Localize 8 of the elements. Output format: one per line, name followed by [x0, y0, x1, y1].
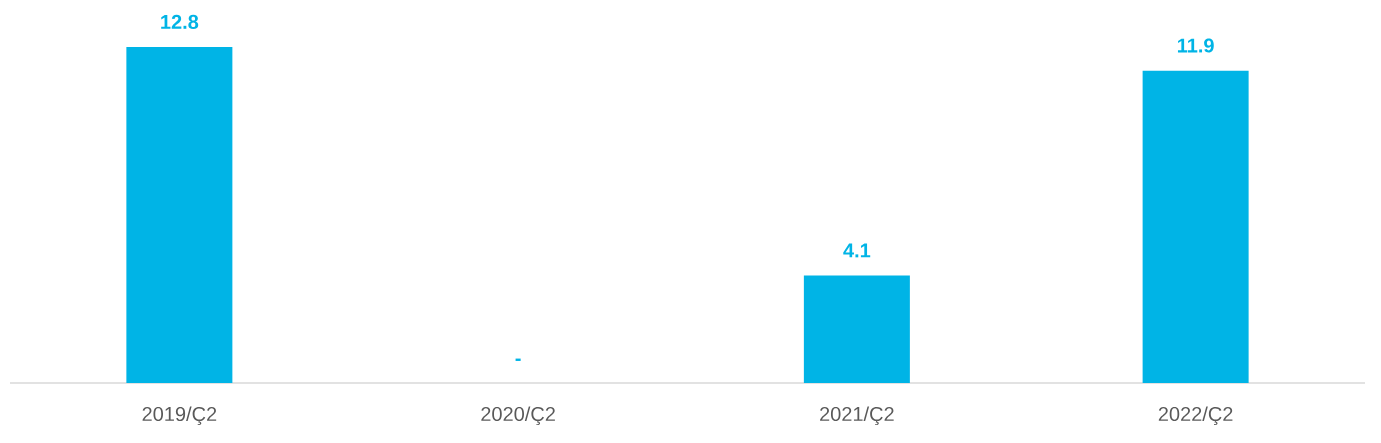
data-label: 11.9 [1177, 38, 1214, 53]
x-tick-label: 2020/Ç2 [481, 406, 555, 426]
data-label: - [515, 358, 521, 361]
data-label: 12.8 [161, 14, 199, 29]
data-label: 4.1 [843, 243, 871, 258]
x-tick-label: 2021/Ç2 [820, 406, 894, 426]
x-tick-label: 2022/Ç2 [1158, 406, 1233, 426]
x-tick-label: 2019/Ç2 [142, 406, 217, 426]
